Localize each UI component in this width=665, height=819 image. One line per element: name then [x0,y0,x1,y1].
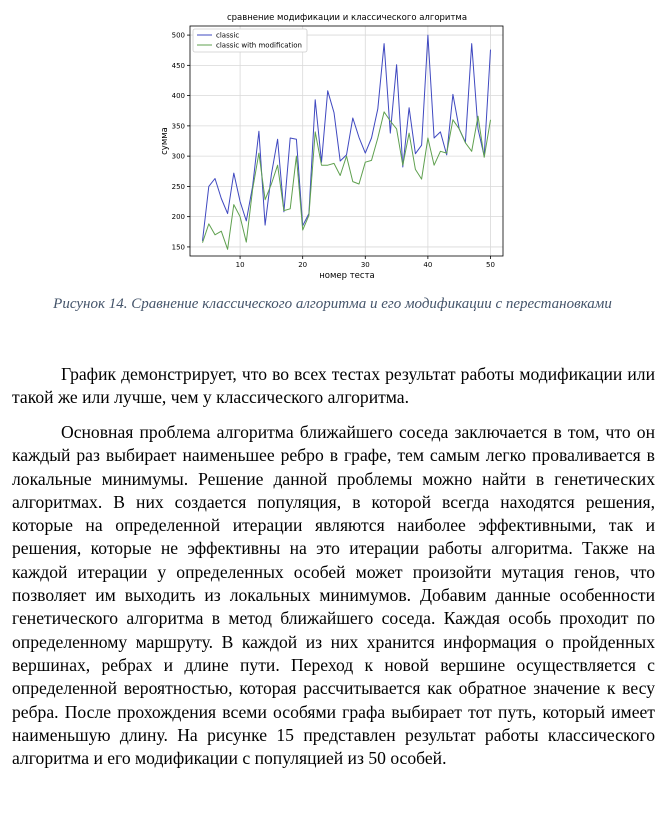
chart-grid [190,26,503,256]
x-tick-label: 10 [236,261,245,269]
y-tick-label: 300 [172,153,185,161]
classic-series-line [202,34,491,241]
legend-box [192,28,308,53]
y-tick-label: 400 [172,92,185,100]
figure-caption: Рисунок 14. Сравнение классического алго… [53,296,612,312]
x-axis-label: номер теста [319,271,375,281]
paragraph-main: Основная проблема алгоритма ближайшего с… [12,422,655,769]
x-tick-label: 40 [423,261,432,269]
x-tick-label: 30 [361,261,370,269]
paragraph-summary: График демонстрирует, что во всех тестах… [12,364,655,408]
chart-series [202,34,491,250]
chart-title: сравнение модификации и классического ал… [227,13,467,23]
legend-classic-label: classic [216,32,239,40]
modification-series-line [202,111,491,250]
legend-modification-label: classic with modification [216,42,302,50]
y-tick-label: 350 [172,122,185,130]
comparison-line-chart: сравнение модификации и классического ал… [160,13,504,281]
y-tick-label: 500 [172,32,185,40]
chart-ticks: 10 20 30 40 50 150 200 250 300 350 400 450 500 [172,32,495,269]
y-tick-label: 250 [172,183,185,191]
chart-legend: classic classic with modification [192,28,308,53]
x-tick-label: 50 [486,261,495,269]
plot-frame [189,25,504,257]
y-tick-label: 150 [172,243,185,251]
y-tick-label: 200 [172,213,185,221]
y-axis-label: сумма [160,127,170,155]
x-tick-label: 20 [298,261,307,269]
y-tick-label: 450 [172,62,185,70]
